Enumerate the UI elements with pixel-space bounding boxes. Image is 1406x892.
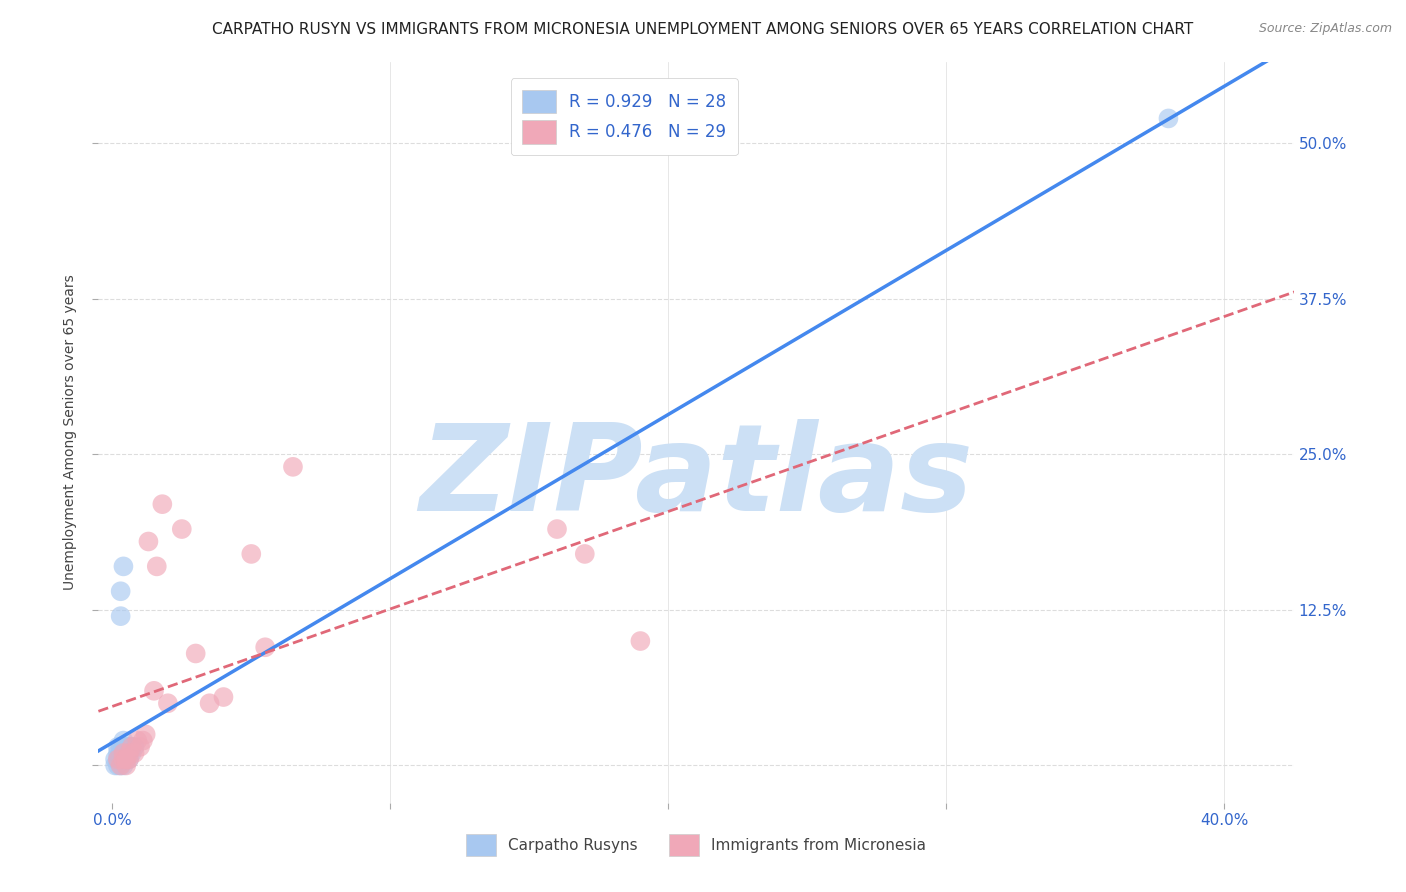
Point [115,752,138,766]
Point [150,497,173,511]
Point [107,758,129,772]
Point [107,739,129,754]
Point [121,739,143,754]
Point [110,758,132,772]
Point [110,746,132,760]
Point [107,752,129,766]
Point [132,733,155,747]
Point [138,534,160,549]
Point [112,746,135,760]
Point [110,758,132,772]
Point [107,746,129,760]
Point [184,647,207,661]
Point [112,752,135,766]
Point [121,739,143,754]
Point [127,733,149,747]
Point [143,683,166,698]
Point [110,752,132,766]
Text: ZIPatlas: ZIPatlas [419,418,973,535]
Point [115,746,138,760]
Point [1157,112,1180,126]
Point [107,752,129,766]
Point [112,752,135,766]
Text: CARPATHO RUSYN VS IMMIGRANTS FROM MICRONESIA UNEMPLOYMENT AMONG SENIORS OVER 65 : CARPATHO RUSYN VS IMMIGRANTS FROM MICRON… [212,22,1194,37]
Point [110,739,132,754]
Point [240,547,263,561]
Point [112,733,135,747]
Point [104,752,127,766]
Point [129,739,152,754]
Point [115,752,138,766]
Point [104,758,127,772]
Point [112,746,135,760]
Point [118,752,141,766]
Point [281,459,304,474]
Point [112,739,135,754]
Point [212,690,235,704]
Text: Source: ZipAtlas.com: Source: ZipAtlas.com [1258,22,1392,36]
Point [546,522,568,536]
Point [121,746,143,760]
Point [124,739,146,754]
Point [170,522,193,536]
Point [115,758,138,772]
Point [135,727,157,741]
Point [156,696,179,710]
Point [124,746,146,760]
Point [118,746,141,760]
Point [112,559,135,574]
Point [574,547,596,561]
Point [146,559,169,574]
Point [628,634,651,648]
Point [118,739,141,754]
Y-axis label: Unemployment Among Seniors over 65 years: Unemployment Among Seniors over 65 years [63,275,77,591]
Point [118,746,141,760]
Point [112,758,135,772]
Point [115,739,138,754]
Point [198,696,221,710]
Legend: Carpatho Rusyns, Immigrants from Micronesia: Carpatho Rusyns, Immigrants from Microne… [460,828,932,862]
Point [254,640,277,655]
Point [110,584,132,599]
Point [110,609,132,624]
Point [118,752,141,766]
